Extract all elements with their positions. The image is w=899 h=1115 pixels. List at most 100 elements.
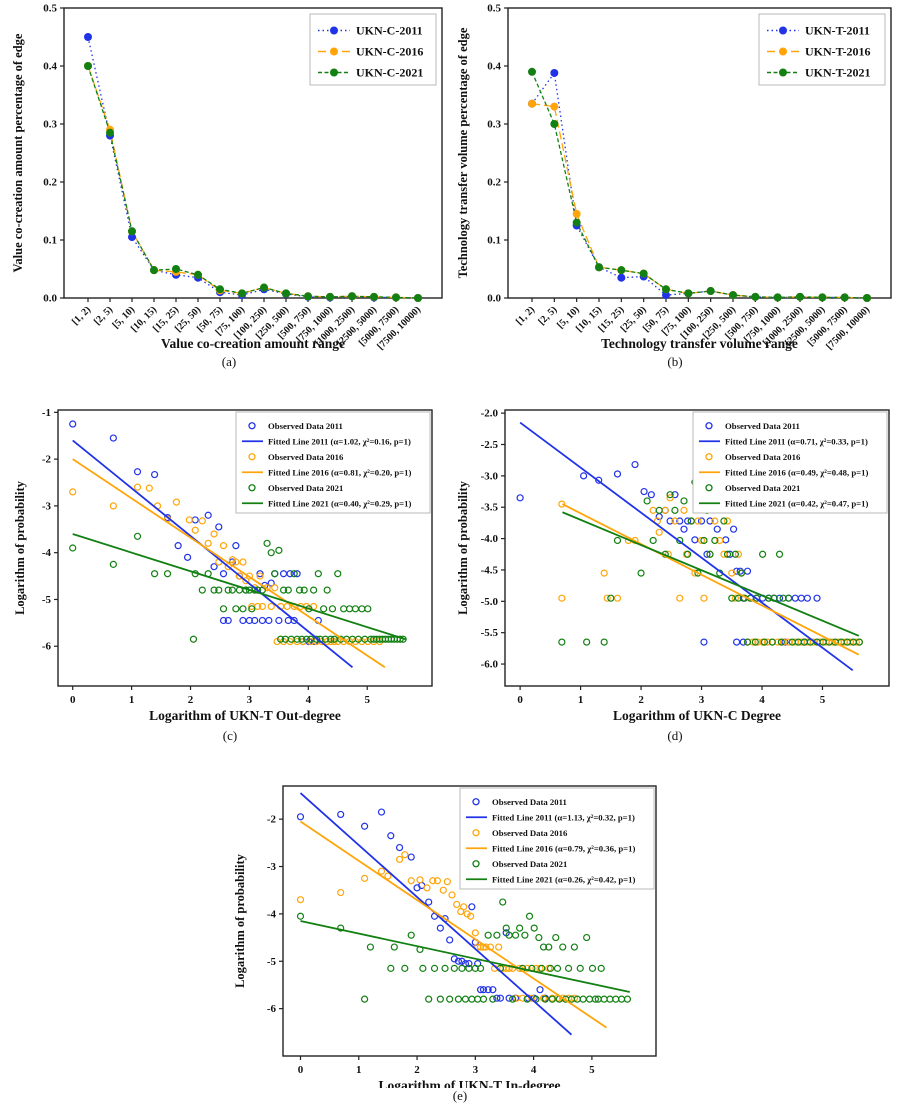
legend-marker-sample	[779, 47, 787, 56]
subplot-e: -2 -3 -4 -5 -6 Logarithm of probability 0 1 2 3 4 5…	[230, 780, 690, 1104]
observed-point	[321, 635, 329, 643]
subplot-b-plot: 0.0 0.1 0.2 0.3 0.4 0.5 Technology transfer vo…	[453, 2, 897, 354]
observed-point	[722, 536, 730, 544]
y-tick-label: -2.0	[481, 408, 499, 420]
y-tick-label: -4	[42, 547, 52, 559]
legend-marker-sample	[330, 68, 338, 77]
x-tick-label: 2	[638, 694, 644, 706]
observed-point	[450, 964, 458, 972]
subplot-d: -2.0 -2.5 -3.0 -3.5 -4.0 -4.5 -5.0 -5.5 -6.0 Loga…	[453, 402, 897, 744]
observed-point	[606, 995, 614, 1003]
series-marker	[751, 292, 760, 301]
series-marker	[348, 292, 356, 301]
observed-point	[760, 638, 769, 646]
series-line-UKN-C-2016	[87, 65, 419, 299]
observed-point	[720, 517, 728, 525]
observed-point	[777, 638, 785, 646]
observed-point	[433, 877, 442, 885]
legend-fitted-label: Fitted Line 2011 (α=1.02, χ²=0.16, p=1)	[268, 436, 411, 446]
observed-point	[323, 586, 331, 594]
observed-point	[600, 569, 608, 577]
observed-point	[345, 605, 354, 613]
observed-point	[476, 986, 485, 994]
observed-point	[271, 570, 279, 578]
observed-point	[476, 943, 485, 951]
observed-point	[499, 898, 507, 906]
observed-point	[198, 586, 206, 594]
observed-point	[150, 570, 159, 578]
observed-point	[752, 594, 761, 602]
observed-point	[687, 517, 695, 525]
observed-point	[471, 929, 479, 937]
observed-point	[649, 536, 657, 545]
observed-point	[296, 912, 305, 920]
legend-marker-sample	[472, 829, 480, 837]
x-tick-label: 4	[759, 694, 765, 706]
observed-point	[185, 516, 193, 524]
observed-point	[279, 586, 288, 594]
y-tick-label: 0.1	[487, 235, 501, 247]
observed-point	[643, 497, 651, 505]
series-marker	[863, 294, 871, 302]
observed-point	[697, 536, 706, 545]
observed-point	[232, 542, 240, 550]
observed-point	[465, 960, 473, 968]
observed-point	[536, 986, 544, 994]
subplot-e-plot: -2 -3 -4 -5 -6 Logarithm of probability 0 1 2 3 4 5…	[230, 780, 690, 1088]
series-marker	[282, 289, 290, 298]
observed-point	[691, 536, 699, 544]
observed-point	[528, 994, 536, 1002]
observed-point	[454, 995, 463, 1003]
observed-point	[298, 635, 306, 643]
observed-point	[588, 964, 597, 972]
observed-point	[224, 586, 232, 594]
series-marker	[238, 289, 246, 298]
observed-point	[327, 635, 335, 643]
observed-point	[509, 995, 517, 1003]
observed-point	[603, 594, 611, 602]
y-tick-label: -2	[42, 454, 52, 466]
subplot-d-caption: (d)	[667, 728, 683, 743]
subplot-d-plot: -2.0 -2.5 -3.0 -3.5 -4.0 -4.5 -5.0 -5.5 -6.0 Loga…	[453, 402, 897, 728]
legend-marker-sample	[248, 484, 256, 492]
observed-point	[489, 995, 497, 1003]
observed-point	[583, 638, 591, 646]
observed-point	[580, 472, 588, 480]
observed-point	[312, 635, 321, 643]
y-tick-label: -5	[267, 956, 277, 968]
legend-marker-sample	[779, 68, 787, 77]
observed-point	[680, 525, 688, 533]
observed-point	[275, 616, 283, 625]
series-marker	[528, 67, 536, 76]
observed-point	[284, 616, 292, 625]
legend-marker-sample	[705, 484, 713, 492]
observed-point	[351, 605, 360, 613]
observed-point	[387, 964, 395, 972]
observed-point	[395, 855, 404, 864]
x-tick-label: 5	[589, 1064, 595, 1076]
legend-fitted-label: Fitted Line 2021 (α=0.42, χ²=0.47, p=1)	[725, 498, 868, 508]
observed-point	[425, 898, 433, 906]
observed-point	[300, 586, 308, 594]
series-marker	[773, 293, 782, 302]
fitted-line-2016	[72, 458, 386, 669]
observed-point	[219, 616, 228, 625]
y-tick-label: -3	[42, 500, 52, 512]
observed-point	[518, 994, 527, 1002]
observed-point	[109, 502, 117, 510]
series-line-UKN-T-2021	[531, 71, 868, 299]
observed-point	[751, 638, 759, 646]
x-tick-label: 0	[298, 1064, 304, 1076]
y-tick-label: 0.0	[487, 293, 501, 305]
plot-frame	[504, 409, 890, 687]
subplot-c-plot: -1 -2 -3 -4 -5 -6 Logarithm of probability 0 1 2 3…	[10, 402, 450, 728]
observed-point	[290, 616, 298, 625]
chart-d-svg: -2.0 -2.5 -3.0 -3.5 -4.0 -4.5 -5.0 -5.5 -6.0 Loga…	[456, 408, 890, 723]
observed-point	[479, 995, 488, 1003]
series-marker	[840, 293, 849, 302]
subplot-e-caption: (e)	[452, 1088, 468, 1103]
plot-frame	[282, 785, 657, 1057]
legend-fitted-label: Fitted Line 2016 (α=0.79, χ²=0.36, p=1)	[492, 843, 635, 853]
observed-point	[439, 886, 447, 894]
observed-point	[436, 924, 444, 932]
